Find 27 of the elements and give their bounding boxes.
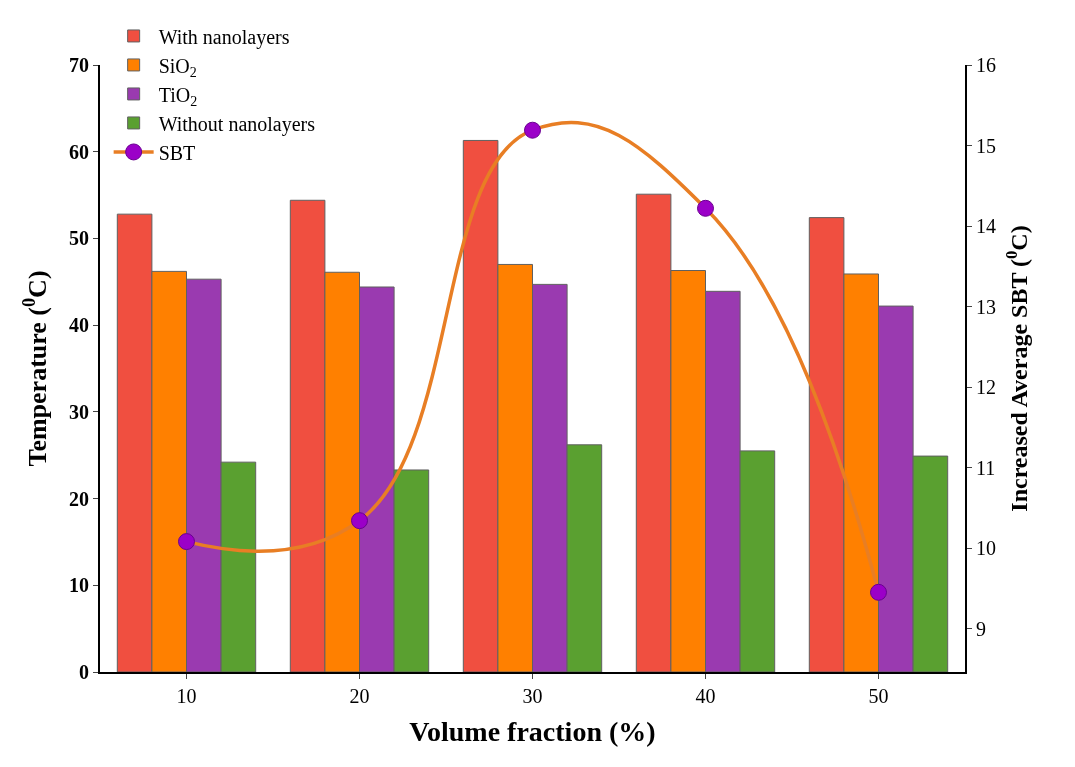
legend-label: SiO$_{2}$ bbox=[158, 54, 197, 80]
y2-tick-label: 14 bbox=[976, 215, 996, 238]
y2-tick-label: 12 bbox=[976, 376, 996, 399]
y2-tick-label: 13 bbox=[976, 295, 996, 318]
y2-tick-label: 16 bbox=[976, 54, 996, 76]
y2-tick-label: 15 bbox=[976, 134, 996, 157]
x-tick-label: 10 bbox=[176, 685, 197, 707]
y-tick-label: 20 bbox=[69, 487, 89, 510]
y2-tick-label: 9 bbox=[976, 617, 986, 640]
x-tick-label: 30 bbox=[522, 685, 543, 707]
y-tick-label: 40 bbox=[69, 314, 89, 337]
y2-tick-label: 11 bbox=[976, 456, 996, 479]
legend-label: SBT bbox=[158, 141, 196, 164]
legend-label: TiO$_{2}$ bbox=[158, 83, 198, 109]
y-tick-label: 50 bbox=[69, 227, 89, 250]
y-tick-label: 70 bbox=[69, 54, 89, 76]
y2-tick-label: 10 bbox=[976, 537, 996, 560]
x-axis-title: Volume fraction (%) bbox=[409, 715, 656, 747]
y-tick-label: 60 bbox=[69, 140, 89, 163]
legend-label: Without nanolayers bbox=[158, 112, 316, 136]
y-tick-label: 10 bbox=[69, 574, 89, 597]
y-tick-label: 30 bbox=[69, 400, 89, 423]
x-tick-label: 50 bbox=[868, 685, 889, 707]
x-tick-label: 20 bbox=[349, 685, 370, 707]
legend-label: With nanolayers bbox=[158, 25, 290, 49]
x-tick-label: 40 bbox=[695, 685, 716, 707]
y-tick-label: 0 bbox=[79, 661, 89, 683]
